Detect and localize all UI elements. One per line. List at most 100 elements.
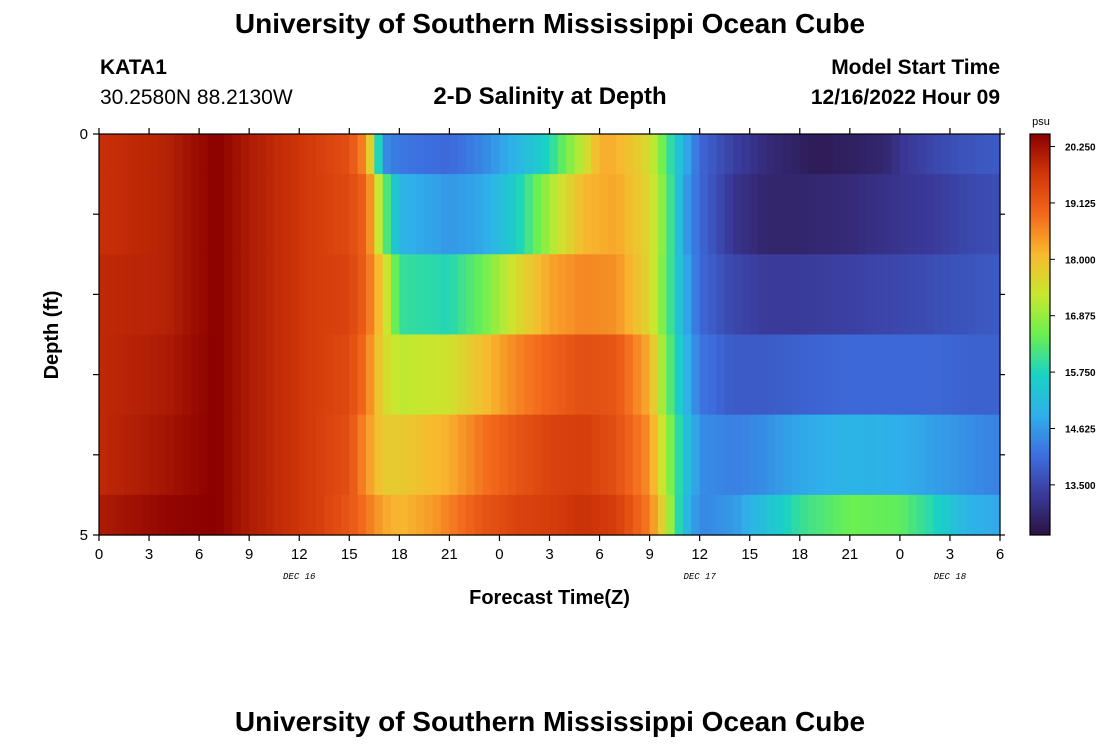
heatmap-cell — [716, 494, 726, 536]
heatmap-cell — [549, 254, 559, 336]
heatmap-cell — [549, 494, 559, 536]
heatmap-cell — [666, 174, 676, 255]
heatmap-cell — [808, 174, 818, 255]
heatmap-cell — [432, 254, 442, 336]
heatmap-cell — [232, 134, 242, 175]
colorbar-tick-label: 19.125 — [1065, 199, 1096, 210]
heatmap-cell — [182, 134, 192, 175]
heatmap-cell — [716, 174, 726, 255]
heatmap-cell — [207, 494, 217, 536]
heatmap-cell — [466, 254, 476, 336]
heatmap-cell — [874, 254, 884, 336]
heatmap-cell — [632, 254, 642, 336]
heatmap-cell — [257, 174, 267, 255]
heatmap-cell — [883, 414, 893, 496]
heatmap-cell — [190, 334, 200, 416]
heatmap-cell — [758, 174, 767, 255]
heatmap-cell — [524, 334, 534, 416]
heatmap-cell — [858, 254, 868, 336]
heatmap-cell — [691, 254, 701, 336]
heatmap-cell — [749, 174, 759, 255]
heatmap-cell — [240, 494, 250, 536]
heatmap-cell — [958, 334, 968, 416]
heatmap-cell — [774, 414, 784, 496]
heatmap-cell — [783, 174, 793, 255]
heatmap-cell — [808, 414, 818, 496]
heatmap-cell — [99, 254, 108, 336]
heatmap-cell — [274, 174, 284, 255]
heatmap-cell — [357, 414, 367, 496]
heatmap-cell — [574, 254, 584, 336]
heatmap-cell — [824, 174, 834, 255]
heatmap-cell — [699, 334, 709, 416]
heatmap-cell — [991, 254, 1001, 336]
heatmap-cell — [966, 334, 976, 416]
heatmap-cell — [974, 134, 984, 175]
heatmap-cell — [399, 254, 409, 336]
heatmap-cell — [858, 174, 868, 255]
x-tick-label: 15 — [741, 546, 758, 563]
heatmap-cell — [883, 334, 893, 416]
heatmap-cell — [607, 174, 617, 255]
heatmap-cell — [924, 254, 934, 336]
heatmap-cell — [140, 174, 150, 255]
heatmap-cell — [215, 254, 225, 336]
heatmap-cell — [774, 254, 784, 336]
heatmap-cell — [399, 414, 409, 496]
heatmap-cell — [115, 174, 125, 255]
heatmap-cell — [165, 334, 175, 416]
heatmap-cell — [324, 414, 334, 496]
x-tick-label: 18 — [391, 546, 408, 563]
heatmap-cell — [866, 174, 876, 255]
heatmap-cell — [858, 414, 868, 496]
heatmap-cell — [799, 334, 809, 416]
heatmap-cell — [199, 174, 209, 255]
heatmap-cell — [299, 334, 309, 416]
heatmap-cell — [632, 494, 642, 536]
heatmap-cell — [107, 414, 117, 496]
heatmap-cell — [99, 334, 108, 416]
heatmap-cell — [783, 414, 793, 496]
heatmap-cell — [824, 134, 834, 175]
heatmap-cell — [265, 414, 275, 496]
heatmap-cell — [449, 414, 459, 496]
heatmap-cell — [349, 174, 359, 255]
heatmap-cell — [274, 414, 284, 496]
heatmap-cell — [115, 494, 125, 536]
heatmap-cell — [849, 494, 859, 536]
heatmap-cell — [340, 174, 350, 255]
heatmap-cell — [390, 414, 400, 496]
heatmap-cell — [691, 134, 701, 175]
heatmap-cell — [833, 134, 843, 175]
heatmap-cell — [349, 334, 359, 416]
heatmap-cell — [582, 134, 592, 175]
heatmap-cell — [607, 134, 617, 175]
heatmap-cell — [557, 414, 567, 496]
heatmap-cell — [616, 174, 626, 255]
x-tick-label: 21 — [841, 546, 858, 563]
heatmap-cell — [799, 254, 809, 336]
heatmap-cell — [607, 414, 617, 496]
heatmap-cell — [674, 174, 684, 255]
heatmap-cell — [99, 494, 108, 536]
heatmap-cell — [174, 254, 184, 336]
heatmap-cell — [924, 174, 934, 255]
heatmap-cell — [666, 134, 676, 175]
heatmap-cell — [741, 494, 751, 536]
heatmap-cell — [866, 254, 876, 336]
heatmap-cell — [474, 174, 484, 255]
heatmap-cell — [390, 254, 400, 336]
heatmap-cell — [724, 174, 734, 255]
heatmap-cell — [190, 174, 200, 255]
heatmap-cell — [265, 134, 275, 175]
heatmap-cell — [557, 174, 567, 255]
heatmap-cell — [574, 174, 584, 255]
heatmap-cell — [557, 494, 567, 536]
heatmap-cell — [883, 134, 893, 175]
heatmap-cell — [349, 134, 359, 175]
heatmap-cell — [232, 174, 242, 255]
heatmap-cell — [441, 174, 450, 255]
heatmap-cell — [374, 174, 384, 255]
heatmap-cell — [607, 334, 617, 416]
heatmap-cell — [165, 134, 175, 175]
